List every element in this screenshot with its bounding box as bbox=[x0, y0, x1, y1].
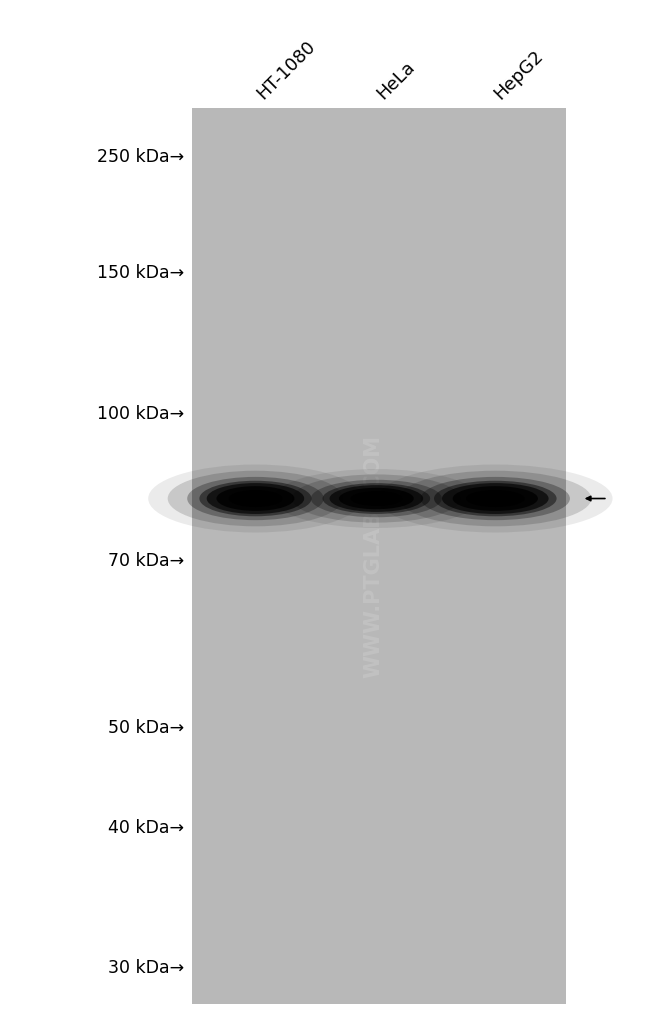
Ellipse shape bbox=[148, 465, 363, 533]
Ellipse shape bbox=[442, 483, 549, 514]
Ellipse shape bbox=[311, 480, 442, 517]
Ellipse shape bbox=[274, 469, 479, 528]
Ellipse shape bbox=[434, 481, 556, 516]
Ellipse shape bbox=[421, 477, 570, 520]
Ellipse shape bbox=[466, 490, 525, 507]
Ellipse shape bbox=[292, 475, 461, 522]
Ellipse shape bbox=[339, 488, 414, 509]
Text: 40 kDa→: 40 kDa→ bbox=[108, 819, 184, 837]
Ellipse shape bbox=[187, 477, 324, 520]
Text: 50 kDa→: 50 kDa→ bbox=[108, 719, 184, 737]
Ellipse shape bbox=[378, 465, 612, 533]
Ellipse shape bbox=[216, 486, 294, 511]
Ellipse shape bbox=[229, 490, 282, 507]
Text: WWW.PTGLAB3.COM: WWW.PTGLAB3.COM bbox=[364, 435, 384, 678]
Text: 250 kDa→: 250 kDa→ bbox=[97, 147, 184, 166]
Text: HeLa: HeLa bbox=[374, 58, 419, 103]
Ellipse shape bbox=[207, 483, 304, 514]
Ellipse shape bbox=[200, 481, 311, 516]
Text: HT-1080: HT-1080 bbox=[254, 37, 319, 103]
Text: 70 kDa→: 70 kDa→ bbox=[108, 552, 184, 571]
Bar bbox=[192, 108, 566, 1004]
Ellipse shape bbox=[452, 486, 538, 511]
Ellipse shape bbox=[168, 471, 343, 526]
Ellipse shape bbox=[399, 471, 592, 526]
Text: 150 kDa→: 150 kDa→ bbox=[97, 264, 184, 282]
Ellipse shape bbox=[322, 483, 430, 514]
Text: 100 kDa→: 100 kDa→ bbox=[97, 405, 184, 423]
Text: HepG2: HepG2 bbox=[491, 46, 547, 103]
Ellipse shape bbox=[330, 485, 423, 512]
Ellipse shape bbox=[350, 491, 402, 506]
Text: 30 kDa→: 30 kDa→ bbox=[108, 959, 184, 977]
